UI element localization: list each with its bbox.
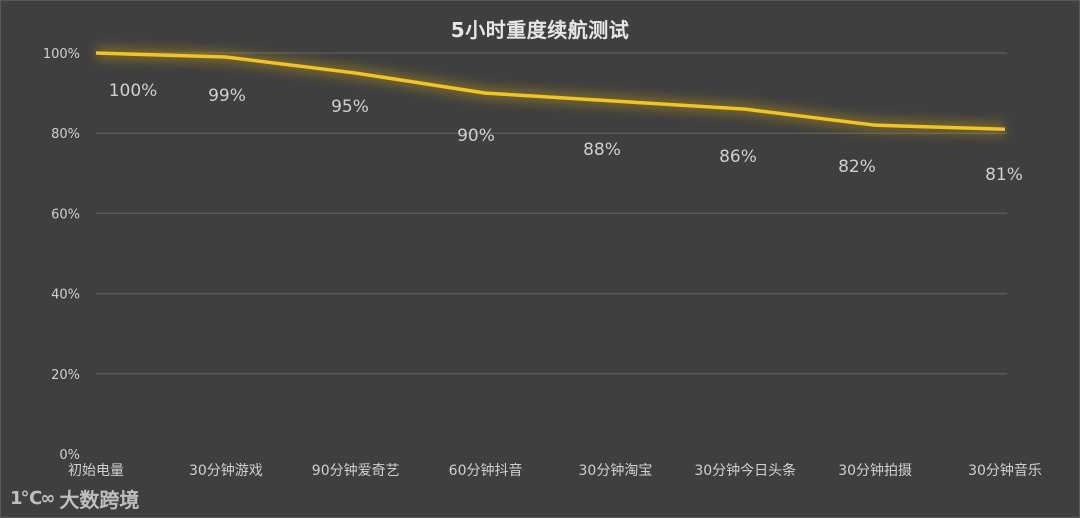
data-label: 95%: [331, 97, 369, 117]
x-tick-label: 30分钟音乐: [968, 462, 1042, 479]
chart-title: 5小时重度续航测试: [450, 18, 630, 42]
watermark: 1℃∞ 大数跨境: [10, 484, 139, 513]
y-axis-ticks: 0% 20% 40% 60% 80% 100%: [43, 47, 80, 463]
x-tick-label: 60分钟抖音: [449, 462, 523, 479]
y-tick-label: 40%: [51, 288, 80, 303]
watermark-logo-icon: 1℃∞: [10, 488, 55, 509]
data-label: 100%: [109, 81, 158, 101]
x-tick-label: 30分钟今日头条: [694, 462, 796, 479]
data-label: 86%: [719, 147, 757, 167]
series-polyline: [95, 51, 1006, 131]
y-tick-label: 100%: [43, 47, 80, 62]
x-tick-label: 30分钟游戏: [189, 462, 263, 479]
x-tick-label: 90分钟爱奇艺: [312, 462, 400, 479]
data-label: 90%: [457, 126, 495, 146]
series-line: [95, 46, 1006, 137]
data-label: 99%: [208, 86, 246, 106]
y-tick-label: 20%: [51, 368, 80, 383]
y-tick-label: 80%: [51, 127, 80, 142]
watermark-text: 大数跨境: [59, 488, 140, 512]
x-tick-label: 30分钟拍摄: [838, 462, 912, 479]
data-label: 82%: [838, 157, 876, 177]
y-tick-label: 60%: [51, 207, 80, 222]
data-label: 88%: [583, 140, 621, 160]
x-tick-label: 初始电量: [68, 462, 124, 479]
data-labels: 100% 99% 95% 90% 88% 86% 82% 81%: [109, 81, 1023, 185]
y-tick-label: 0%: [59, 448, 80, 463]
data-label: 81%: [985, 165, 1023, 185]
x-tick-label: 30分钟淘宝: [579, 462, 653, 479]
x-axis-categories: 初始电量 30分钟游戏 90分钟爱奇艺 60分钟抖音 30分钟淘宝 30分钟今日头条 30分…: [68, 462, 1042, 479]
